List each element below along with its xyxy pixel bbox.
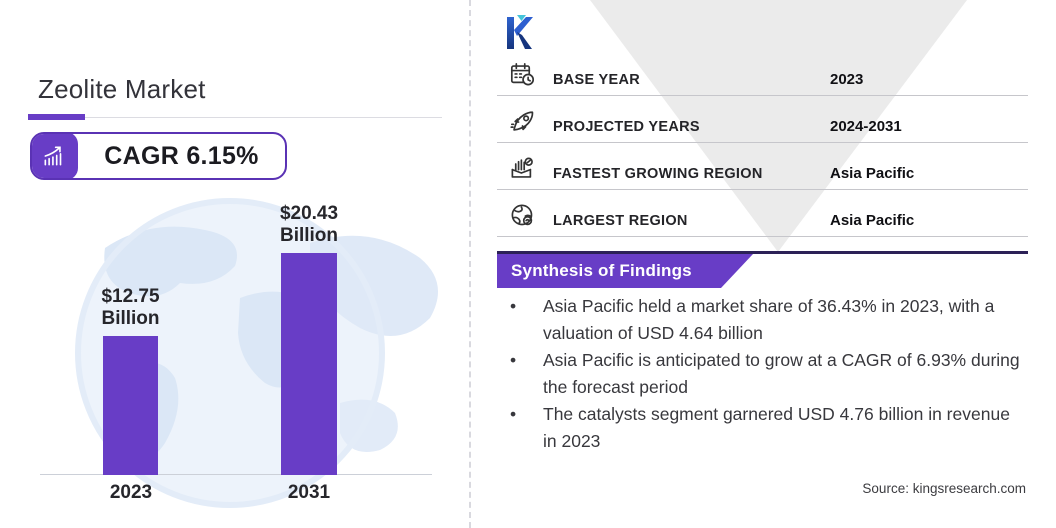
row-value: 2023 (830, 71, 864, 88)
globe-icon (511, 204, 533, 226)
row-value: 2024-2031 (830, 118, 902, 135)
row-label: PROJECTED YEARS (553, 119, 700, 135)
page-title: Zeolite Market (38, 74, 206, 104)
cagr-badge: CAGR 6.15% (30, 132, 287, 180)
list-item: Asia Pacific is anticipated to grow at a… (505, 347, 1028, 401)
growth-region-icon (511, 157, 533, 178)
table-row-largest-region: LARGEST REGION Asia Pacific (497, 190, 1028, 237)
bar-value-label: $20.43 Billion (279, 203, 339, 246)
cagr-value: CAGR 6.15% (104, 141, 259, 170)
bar-2031 (281, 253, 337, 475)
list-item: Asia Pacific held a market share of 36.4… (505, 293, 1028, 347)
info-table: BASE YEAR 2023 PROJECTED YEARS 2024-2031 (497, 49, 1028, 237)
growth-chart-icon (32, 134, 78, 178)
table-row-fastest-growing-region: FASTEST GROWING REGION Asia Pacific (497, 143, 1028, 190)
world-map-watermark (75, 198, 438, 508)
table-row-base-year: BASE YEAR 2023 (497, 49, 1028, 96)
bar-group-2031: $20.43 Billion (279, 203, 339, 475)
rocket-icon (510, 111, 534, 131)
chart-x-axis (40, 474, 432, 475)
brand-logo-icon (507, 15, 533, 49)
findings-title: Synthesis of Findings (511, 261, 692, 280)
source-attribution: Source: kingsresearch.com (862, 481, 1026, 496)
x-tick-2031: 2031 (287, 482, 331, 503)
table-row-projected-years: PROJECTED YEARS 2024-2031 (497, 96, 1028, 143)
row-value: Asia Pacific (830, 165, 915, 182)
row-label: FASTEST GROWING REGION (553, 166, 763, 182)
banner-top-rule (497, 251, 1028, 254)
x-tick-2023: 2023 (109, 482, 153, 503)
title-rule (28, 117, 442, 118)
findings-list: Asia Pacific held a market share of 36.4… (505, 293, 1028, 455)
row-label: BASE YEAR (553, 72, 641, 88)
row-value: Asia Pacific (830, 212, 915, 229)
panel-divider (469, 0, 471, 528)
title-rule-accent (28, 114, 85, 120)
list-item: The catalysts segment garnered USD 4.76 … (505, 401, 1028, 455)
findings-banner: Synthesis of Findings (497, 254, 753, 288)
row-label: LARGEST REGION (553, 213, 688, 229)
calendar-icon (510, 62, 535, 86)
right-panel: BASE YEAR 2023 PROJECTED YEARS 2024-2031 (497, 0, 1028, 528)
bar-2023 (103, 336, 158, 475)
bar-value-label: $12.75 Billion (101, 286, 160, 329)
left-panel: Zeolite Market CAGR 6.15% (0, 0, 470, 528)
bar-group-2023: $12.75 Billion (101, 286, 160, 475)
